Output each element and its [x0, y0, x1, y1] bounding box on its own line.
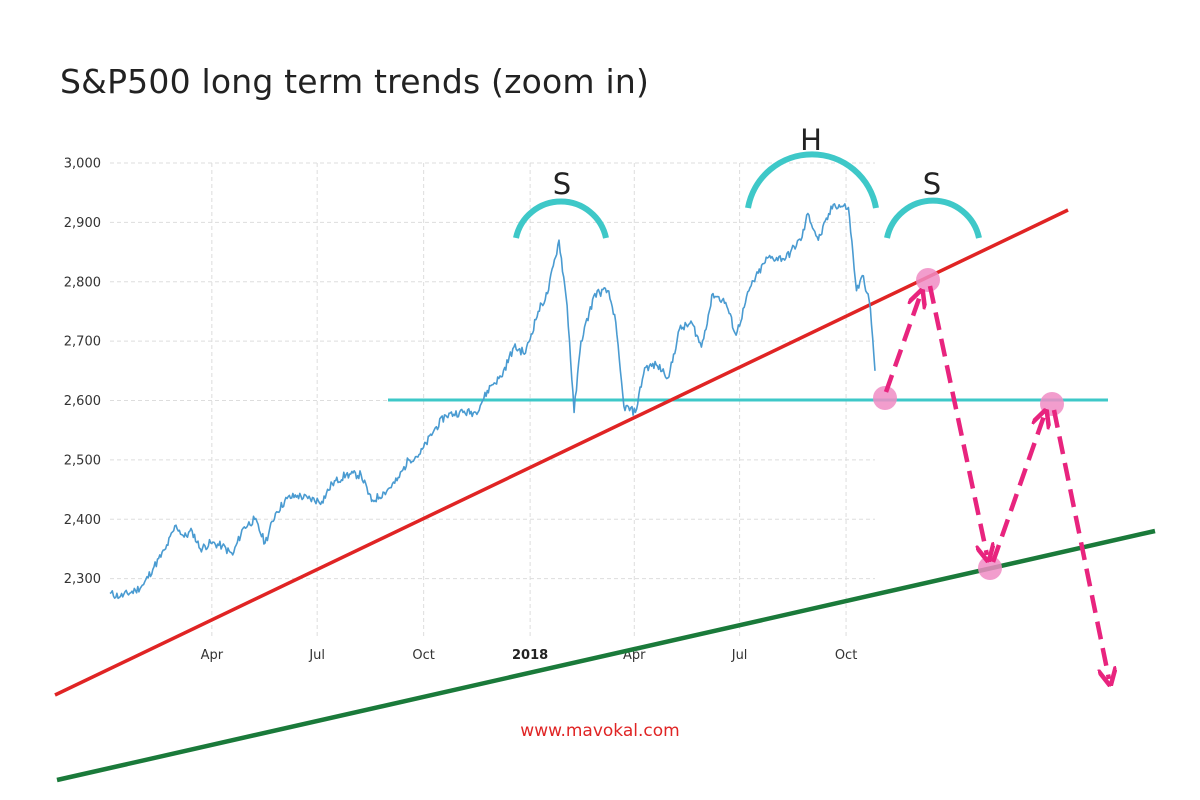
projection-marker [978, 556, 1002, 580]
chart-title: S&P500 long term trends (zoom in) [60, 62, 650, 101]
y-tick-label: 2,400 [64, 513, 101, 528]
y-tick-label: 2,700 [64, 335, 101, 350]
y-tick-label: 3,000 [64, 157, 101, 172]
left-shoulder-label: S [553, 167, 571, 201]
right-shoulder-label: S [923, 167, 941, 201]
projection-arrow [927, 285, 987, 555]
series-layer [109, 203, 876, 600]
x-tick-label: Apr [201, 648, 224, 663]
y-tick-label: 2,800 [64, 275, 101, 290]
x-tick-label: Oct [412, 648, 434, 663]
head-label: H [800, 123, 822, 157]
projection-path [873, 268, 1109, 679]
x-tick-label: Jul [308, 648, 325, 663]
projection-marker [873, 386, 897, 410]
upper-trend-line [54, 208, 1069, 697]
y-tick-label: 2,600 [64, 394, 101, 409]
right-shoulder-arc [884, 197, 982, 239]
x-tick-label: Jul [731, 648, 748, 663]
projection-arrow [883, 296, 920, 393]
head-arc [745, 151, 879, 209]
left-shoulder-arc [513, 198, 609, 239]
projection-arrow [990, 416, 1044, 563]
projection-marker [916, 268, 940, 292]
y-tick-label: 2,500 [64, 453, 101, 468]
lower-trend-line [56, 528, 1156, 783]
projection-marker [1040, 392, 1064, 416]
projection-arrow [1051, 409, 1109, 679]
x-tick-label: 2018 [512, 648, 548, 663]
y-axis: 2,300 2,400 2,500 2,600 2,700 2,800 2,900 3,000 [64, 157, 101, 588]
head-shoulders-pattern: S H S [513, 123, 982, 239]
y-tick-label: 2,300 [64, 572, 101, 587]
watermark-text: www.mavokal.com [520, 721, 680, 741]
price-series-line [109, 203, 876, 600]
x-tick-label: Oct [835, 648, 857, 663]
x-axis: Apr Jul Oct 2018 Apr Jul Oct [201, 648, 858, 663]
y-tick-label: 2,900 [64, 216, 101, 231]
